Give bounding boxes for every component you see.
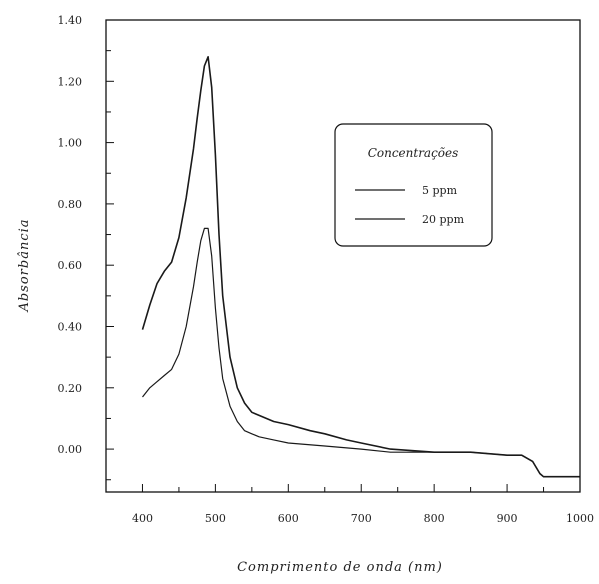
- x-tick-label: 900: [497, 512, 518, 525]
- y-tick-label: 0.20: [58, 382, 83, 395]
- y-axis-title: Absorbância: [17, 218, 32, 312]
- series-line-20-ppm: [141, 55, 580, 478]
- y-tick-label: 0.60: [58, 259, 83, 272]
- y-tick-label: 0.40: [58, 320, 83, 333]
- plot-frame: [105, 19, 581, 493]
- legend-title: Concentrações: [368, 146, 459, 160]
- y-tick-label: 1.20: [58, 75, 83, 88]
- legend-box: [334, 123, 493, 247]
- y-tick-label: 1.00: [58, 137, 83, 150]
- y-tick-label: 0.00: [58, 443, 83, 456]
- x-tick-label: 700: [351, 512, 372, 525]
- series-line-5-ppm: [142, 227, 580, 478]
- y-tick-label: 1.40: [58, 14, 83, 27]
- x-tick-label: 400: [132, 512, 153, 525]
- series-layer: [141, 55, 580, 478]
- legend-label-20ppm: 20 ppm: [422, 213, 465, 226]
- y-tick-label: 0.80: [58, 198, 83, 211]
- x-tick-label: 500: [205, 512, 226, 525]
- ticks-layer: 400 500 600 700 800 900 1000 0.00 0.20 0.40 0.60 0.…: [58, 14, 595, 525]
- x-tick-label: 1000: [566, 512, 594, 525]
- legend-label-5ppm: 5 ppm: [422, 184, 458, 197]
- x-tick-label: 600: [278, 512, 299, 525]
- x-axis-title: Comprimento de onda (nm): [237, 560, 443, 575]
- x-tick-label: 800: [424, 512, 445, 525]
- legend: Concentrações 5 ppm 20 ppm: [334, 123, 493, 247]
